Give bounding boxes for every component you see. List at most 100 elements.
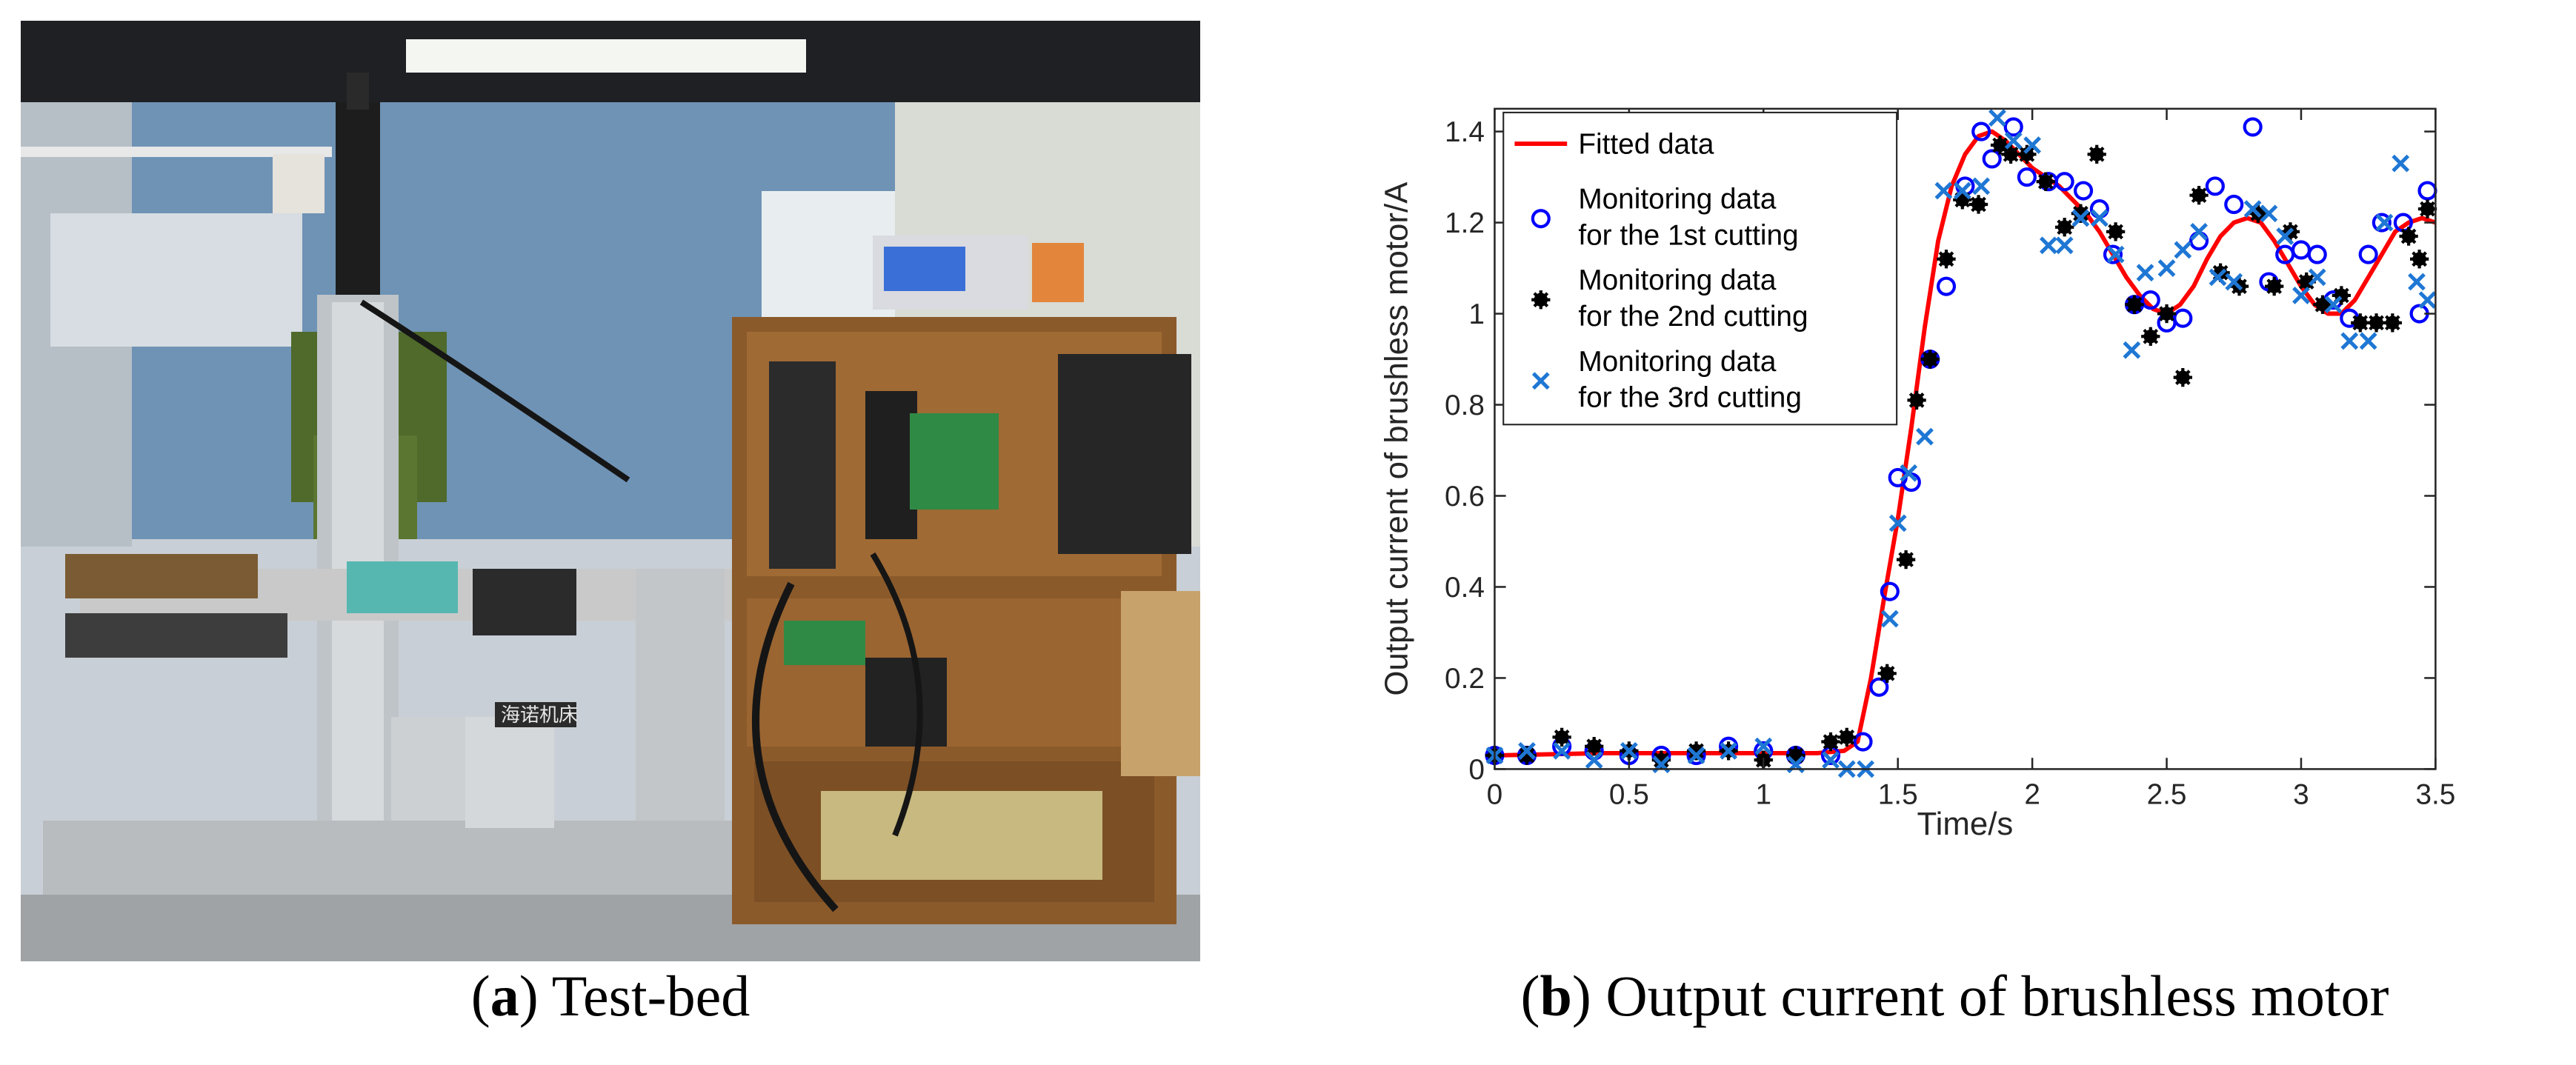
marker-2nd-cutting: [1552, 727, 1571, 747]
test-bed-photo: 海诺机床: [21, 21, 1200, 961]
marker-2nd-cutting: [2351, 313, 2370, 333]
marker-1st-cutting: [2003, 117, 2023, 137]
marker-1st-cutting: [2054, 172, 2074, 192]
caption-b-letter: b: [1540, 964, 1572, 1028]
marker-3rd-cutting: [2023, 136, 2042, 154]
marker-3rd-cutting: [2243, 200, 2262, 218]
marker-2nd-cutting: [1821, 732, 1840, 752]
x-tick-label: 2: [2024, 779, 2040, 811]
marker-2nd-cutting: [2157, 304, 2177, 324]
marker-2nd-cutting: [1896, 550, 1916, 570]
marker-3rd-cutting: [1953, 181, 1971, 200]
x-axis-label: Time/s: [1917, 806, 2013, 842]
legend-1st-label: Monitoring data for the 1st cutting: [1578, 184, 1798, 252]
y-tick-label: 1: [1468, 298, 1485, 330]
y-tick-label: 1.2: [1445, 207, 1485, 239]
marker-1st-cutting: [1853, 732, 1873, 752]
caption-a-text: Test-bed: [551, 964, 750, 1028]
marker-3rd-cutting: [2090, 209, 2109, 227]
marker-3rd-cutting: [2039, 236, 2057, 255]
marker-2nd-cutting: [2383, 313, 2402, 333]
marker-3rd-cutting: [2392, 154, 2410, 173]
current-chart: 0 0.5 1 1.5 2 2.5 3 3.5 0 0.2 0.4 0.6 0.8 1 1.2 1.4 Tim…: [1334, 0, 2576, 970]
legend-fitted-label: Fitted data: [1578, 129, 1714, 161]
marker-2nd-cutting: [2265, 277, 2284, 296]
marker-3rd-cutting: [2190, 222, 2208, 241]
marker-1st-cutting: [2173, 308, 2193, 328]
marker-3rd-cutting: [2324, 296, 2343, 314]
marker-1st-cutting: [1971, 121, 1991, 141]
marker-1st-cutting: [2307, 244, 2327, 264]
marker-3rd-cutting: [2260, 204, 2278, 223]
marker-1st-cutting: [2243, 117, 2263, 137]
x-tick-label: 3: [2293, 779, 2309, 811]
marker-2nd-cutting: [2087, 144, 2106, 164]
marker-3rd-cutting: [1880, 610, 1899, 628]
marker-2nd-cutting: [1877, 664, 1897, 683]
marker-3rd-cutting: [1934, 181, 1953, 200]
marker-2nd-cutting: [2055, 218, 2074, 237]
marker-3rd-cutting: [2308, 268, 2326, 287]
legend-box: [1502, 111, 1898, 426]
device-label: 海诺机床: [501, 704, 578, 726]
marker-1st-cutting: [2140, 290, 2160, 310]
marker-3rd-cutting: [2340, 332, 2359, 350]
marker-3rd-cutting: [2106, 245, 2125, 264]
marker-2nd-cutting: [1651, 750, 1671, 769]
marker-3rd-cutting: [1553, 741, 1571, 760]
marker-3rd-cutting: [1988, 109, 2006, 127]
marker-2nd-cutting: [2036, 172, 2055, 191]
marker-1st-cutting: [1880, 581, 1900, 601]
marker-3rd-cutting: [2292, 287, 2310, 304]
marker-3rd-cutting: [2209, 268, 2227, 287]
fitted-data-line: [1494, 129, 2437, 758]
marker-3rd-cutting: [1531, 372, 1550, 390]
marker-3rd-cutting: [2123, 341, 2141, 359]
marker-3rd-cutting: [2004, 131, 2023, 150]
legend-1st-swatch: [1531, 209, 1551, 229]
marker-3rd-cutting: [2408, 273, 2426, 291]
y-tick-label: 0.2: [1445, 663, 1485, 695]
marker-3rd-cutting: [1720, 741, 1737, 760]
marker-2nd-cutting: [1937, 250, 1956, 269]
marker-3rd-cutting: [2418, 291, 2437, 309]
legend: Fitted data Monitoring data for the 1st cu…: [1502, 111, 1898, 426]
marker-1st-cutting: [2224, 194, 2244, 215]
marker-2nd-cutting: [2173, 367, 2192, 387]
caption-b-text: Output current of brushless motor: [1605, 964, 2389, 1028]
chart-svg: 0 0.5 1 1.5 2 2.5 3 3.5 0 0.2 0.4 0.6 0.8 1 1.2 1.4 Tim…: [1378, 107, 2455, 842]
x-tick-label: 0.5: [1609, 779, 1649, 811]
marker-2nd-cutting: [2189, 186, 2209, 205]
x-tick-label: 0: [1487, 779, 1503, 811]
y-tick-label: 0.6: [1445, 481, 1485, 513]
marker-1st-cutting: [2372, 213, 2392, 233]
marker-3rd-cutting: [2071, 209, 2090, 227]
marker-1st-cutting: [1982, 149, 2002, 169]
x-tick-label: 2.5: [2147, 779, 2187, 811]
marker-3rd-cutting: [2276, 227, 2294, 245]
marker-1st-cutting: [1936, 276, 1957, 296]
marker-2nd-cutting: [1907, 390, 1926, 410]
marker-2nd-cutting: [1531, 290, 1551, 310]
test-bed-illustration: 海诺机床: [21, 21, 1200, 961]
caption-a-letter: a: [490, 964, 519, 1028]
marker-2nd-cutting: [2366, 313, 2386, 333]
marker-2nd-cutting: [1968, 195, 1988, 214]
marker-1st-cutting: [2073, 181, 2094, 201]
x-tick-label: 3.5: [2415, 779, 2455, 811]
x-tick-label: 1.5: [1878, 779, 1918, 811]
marker-2nd-cutting: [2417, 199, 2437, 218]
marker-2nd-cutting: [1837, 727, 1857, 747]
marker-2nd-cutting: [2106, 222, 2126, 241]
marker-2nd-cutting: [1585, 737, 1604, 756]
marker-3rd-cutting: [1822, 751, 1840, 769]
y-tick-label: 0.8: [1445, 390, 1485, 421]
marker-1st-cutting: [1869, 677, 1889, 697]
legend-2nd-label: Monitoring data for the 2nd cutting: [1578, 264, 1808, 333]
marker-3rd-cutting: [1585, 751, 1603, 769]
y-tick-label: 1.4: [1445, 116, 1485, 148]
marker-3rd-cutting: [2359, 332, 2377, 350]
marker-3rd-cutting: [1916, 427, 1934, 446]
marker-2nd-cutting: [2141, 327, 2160, 346]
marker-2nd-cutting: [2399, 227, 2418, 246]
